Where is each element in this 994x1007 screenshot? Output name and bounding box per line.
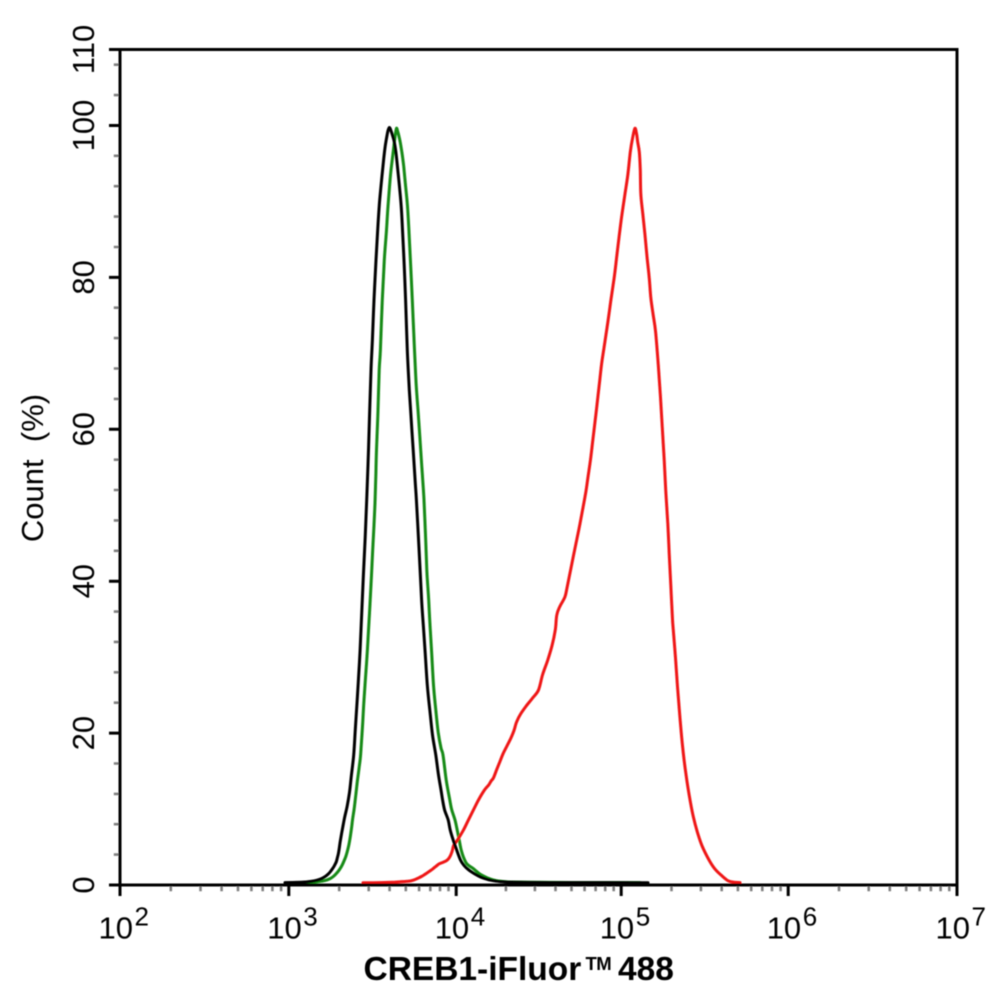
svg-text:TM: TM [586, 953, 612, 974]
svg-text:40: 40 [66, 564, 101, 598]
svg-text:110: 110 [66, 25, 101, 74]
svg-text:10: 10 [600, 911, 634, 946]
svg-text:488: 488 [618, 951, 674, 988]
svg-text:10: 10 [99, 911, 133, 946]
svg-text:3: 3 [303, 902, 317, 932]
svg-text:100: 100 [66, 100, 101, 152]
svg-text:4: 4 [471, 902, 485, 932]
svg-text:CREB1-iFluor: CREB1-iFluor [364, 951, 582, 988]
svg-text:10: 10 [936, 911, 970, 946]
svg-text:5: 5 [636, 902, 650, 932]
svg-text:10: 10 [267, 911, 301, 946]
svg-text:60: 60 [66, 412, 101, 446]
svg-text:6: 6 [803, 902, 817, 932]
svg-text:20: 20 [66, 716, 101, 750]
svg-text:0: 0 [66, 876, 101, 893]
svg-text:Count (%): Count (%) [15, 394, 50, 542]
svg-text:10: 10 [435, 911, 469, 946]
svg-text:10: 10 [767, 911, 801, 946]
svg-text:80: 80 [66, 260, 101, 294]
svg-text:2: 2 [135, 902, 149, 932]
svg-text:7: 7 [972, 902, 986, 932]
